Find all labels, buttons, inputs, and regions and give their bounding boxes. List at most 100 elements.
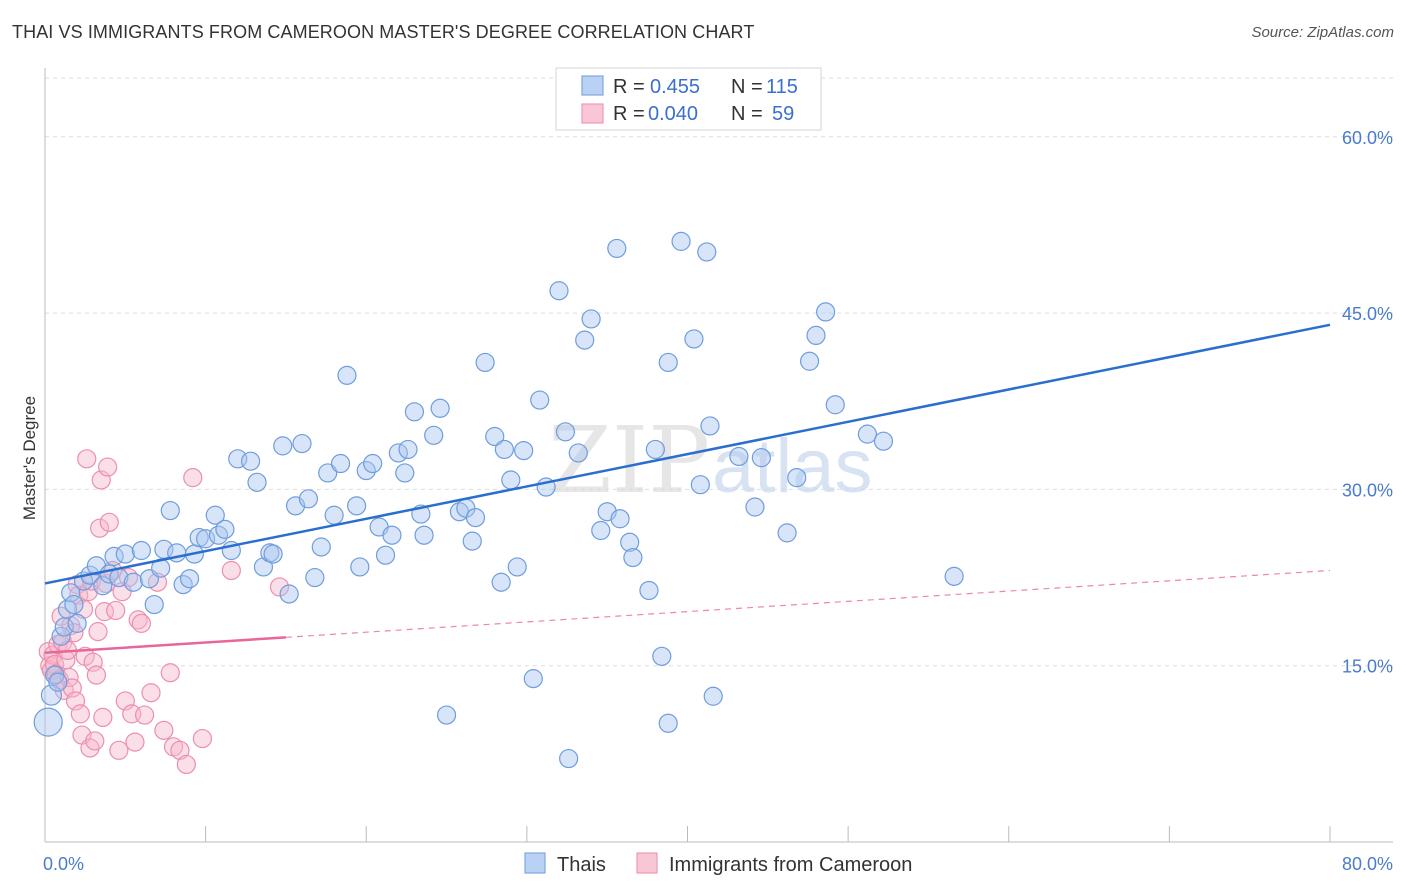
thai-point	[67, 613, 87, 633]
thai-point	[93, 576, 113, 596]
grid-layer	[45, 77, 1393, 667]
legend-cam-n-value: 59	[772, 103, 794, 125]
thai-point	[292, 433, 312, 454]
legend-cam-r-label: R =	[613, 103, 645, 125]
thai-point	[607, 238, 627, 259]
bottom-legend-thai: Thais	[557, 854, 606, 876]
y-tick-label: 60.0%	[1342, 128, 1393, 148]
bottom-legend-swatch-thai	[524, 852, 546, 874]
thai-point	[690, 475, 710, 495]
thai-point	[507, 557, 527, 577]
thai-point	[501, 470, 521, 490]
thai-point	[104, 546, 124, 566]
thai-point	[568, 443, 588, 463]
thai-point	[115, 544, 135, 564]
thai-point	[131, 540, 151, 561]
thai-point	[873, 431, 894, 451]
thai-point	[350, 557, 370, 577]
thai-point	[462, 531, 482, 551]
tick-labels: 15.0% 30.0% 45.0% 60.0% 0.0% 80.0%	[43, 128, 1393, 874]
thai-point	[436, 705, 457, 725]
legend-thai-r-label: R =	[613, 76, 645, 98]
thai-point	[751, 448, 771, 468]
cameroon-point	[154, 720, 174, 740]
thai-trend-line	[44, 323, 1331, 585]
cameroon-point	[85, 731, 105, 751]
thai-point	[160, 500, 180, 521]
cameroon-point	[221, 560, 241, 581]
thai-point	[857, 424, 878, 444]
thai-point	[61, 583, 81, 603]
thai-point	[620, 532, 640, 552]
series-thai-points	[33, 231, 964, 769]
thai-point	[729, 446, 749, 467]
cameroon-point	[77, 449, 97, 469]
thai-point	[944, 566, 964, 586]
thai-point	[658, 352, 678, 373]
thai-point	[305, 567, 325, 588]
thai-point	[414, 525, 434, 545]
cameroon-point	[192, 728, 213, 749]
thai-point	[523, 669, 543, 689]
bottom-legend: Thais Immigrants from Cameroon	[524, 852, 912, 876]
thai-point	[700, 416, 720, 436]
trend-layer	[44, 323, 1331, 655]
thai-point	[652, 646, 672, 666]
thai-point	[816, 302, 836, 322]
cameroon-point	[99, 512, 119, 532]
axes-layer	[44, 68, 1393, 843]
thai-point	[658, 713, 678, 733]
thai-point	[382, 525, 402, 545]
cameroon-point	[109, 740, 129, 760]
thai-point	[777, 523, 797, 543]
bottom-legend-swatch-cameroon	[636, 852, 658, 874]
thai-point	[279, 584, 299, 604]
thai-point	[684, 329, 704, 349]
x-tick-label: 80.0%	[1342, 854, 1393, 874]
legend-box: R = 0.455 N = 115 R = 0.040 N = 59	[555, 67, 822, 131]
cameroon-trend-extension	[285, 569, 1331, 638]
cameroon-point	[86, 665, 107, 685]
chart-title: THAI VS IMMIGRANTS FROM CAMEROON MASTER'…	[12, 22, 755, 42]
thai-point	[581, 309, 601, 329]
thai-point	[64, 594, 84, 615]
thai-point	[475, 352, 495, 373]
y-tick-label: 30.0%	[1342, 480, 1393, 500]
thai-point	[787, 468, 807, 488]
thai-point	[33, 707, 63, 737]
thai-point	[241, 451, 261, 471]
thai-point	[799, 351, 820, 371]
thai-point	[247, 472, 267, 492]
cameroon-point	[128, 610, 148, 630]
thai-point	[318, 463, 338, 483]
cameroon-point	[98, 457, 118, 477]
watermark-atlas: atlas	[712, 424, 873, 509]
thai-point	[555, 422, 576, 442]
thai-point	[375, 545, 396, 565]
thai-point	[745, 497, 765, 517]
cameroon-point	[112, 582, 132, 602]
thai-point	[263, 544, 283, 564]
thai-point	[311, 537, 331, 557]
cameroon-point	[141, 683, 161, 703]
thai-point	[610, 509, 630, 529]
cameroon-point	[106, 600, 126, 621]
thai-point	[273, 436, 293, 456]
cameroon-point	[73, 599, 94, 619]
legend-thai-n-label: N =	[731, 76, 763, 98]
thai-point	[298, 489, 319, 509]
thai-point	[591, 520, 611, 541]
thai-point	[48, 672, 68, 692]
thai-point	[559, 748, 579, 769]
thai-point	[424, 425, 444, 445]
cameroon-point	[90, 518, 110, 538]
cameroon-trend-line	[44, 636, 287, 655]
cameroon-point	[88, 622, 108, 642]
bottom-legend-cameroon: Immigrants from Cameroon	[669, 854, 912, 876]
thai-point	[347, 496, 367, 516]
thai-point	[514, 440, 534, 461]
thai-point	[324, 505, 344, 525]
cameroon-point	[59, 667, 79, 688]
thai-point	[205, 505, 225, 525]
thai-point	[530, 390, 550, 410]
